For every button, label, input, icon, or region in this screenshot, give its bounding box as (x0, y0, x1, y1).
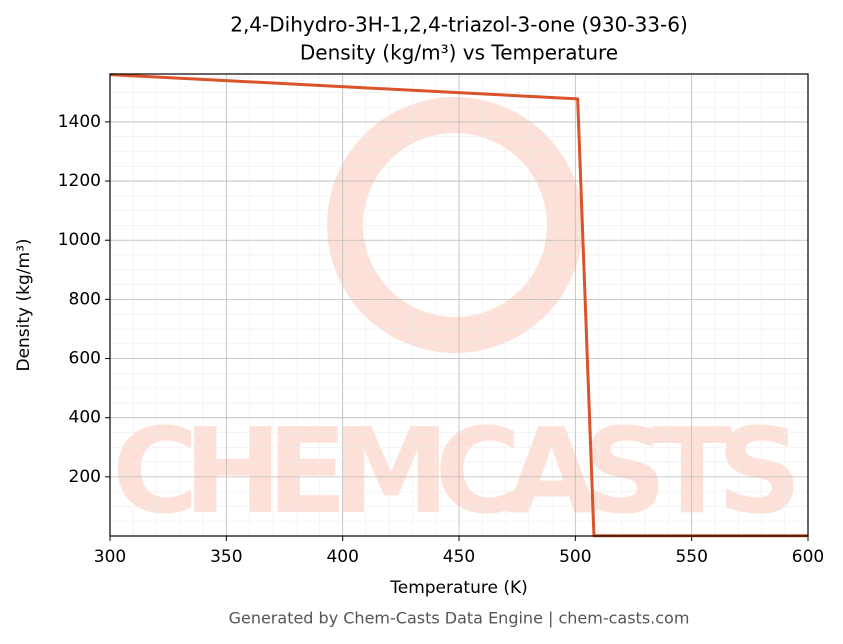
y-axis-label: Density (kg/m³) (14, 238, 34, 371)
y-tick-label: 1400 (58, 112, 101, 132)
y-tick-label: 1000 (58, 230, 101, 250)
y-tick-label: 200 (69, 467, 101, 487)
chart-title: 2,4-Dihydro-3H-1,2,4-triazol-3-one (930-… (230, 13, 688, 37)
x-tick-label: 300 (94, 547, 126, 567)
x-axis-label: Temperature (K) (389, 578, 528, 598)
y-tick-label: 400 (69, 408, 101, 428)
x-tick-label: 600 (792, 547, 824, 567)
plot-frame (109, 73, 809, 537)
x-tick-label: 350 (210, 547, 242, 567)
y-tick-label: 800 (69, 289, 101, 309)
x-tick-label: 450 (443, 547, 475, 567)
watermark-logo (327, 97, 583, 353)
x-tick-label: 550 (675, 547, 707, 567)
y-tick-label: 1200 (58, 171, 101, 191)
chart-subtitle: Density (kg/m³) vs Temperature (300, 41, 618, 65)
footer: Generated by Chem-Casts Data Engine | ch… (229, 609, 690, 628)
y-tick-label: 600 (69, 349, 101, 369)
x-tick-label: 500 (559, 547, 591, 567)
watermark: CHEMCASTS (112, 402, 806, 540)
x-tick-label: 400 (326, 547, 358, 567)
